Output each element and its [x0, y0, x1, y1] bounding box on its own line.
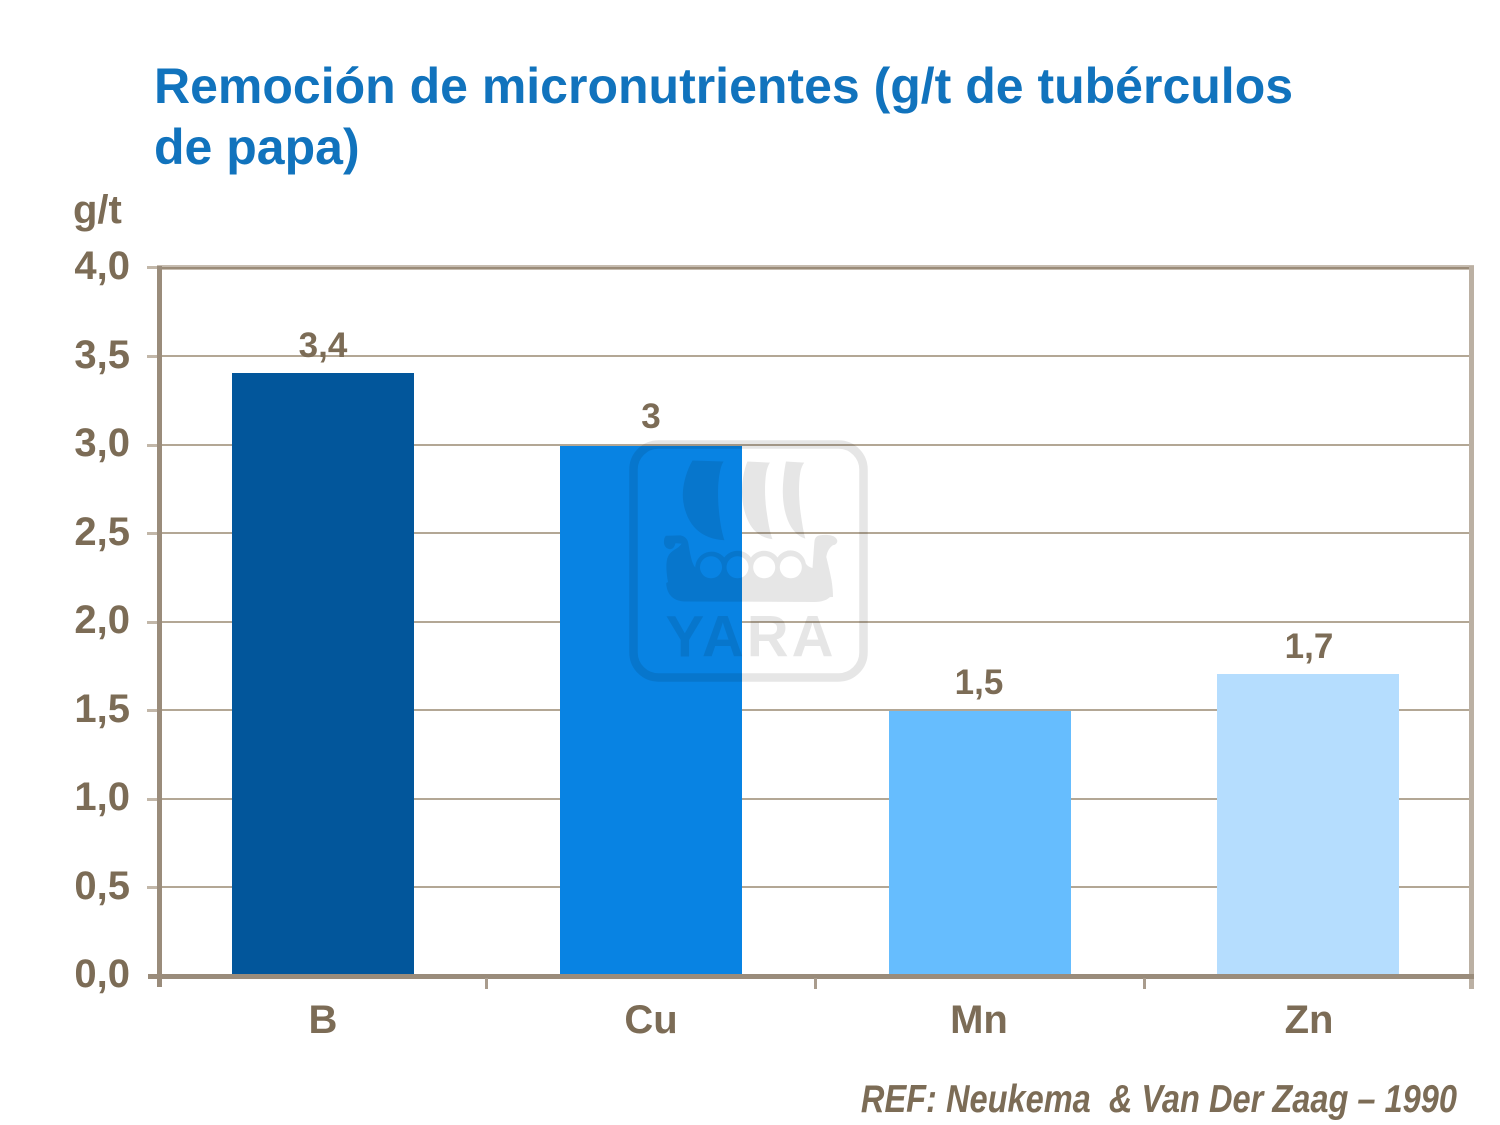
svg-text:YARA: YARA — [665, 605, 836, 670]
